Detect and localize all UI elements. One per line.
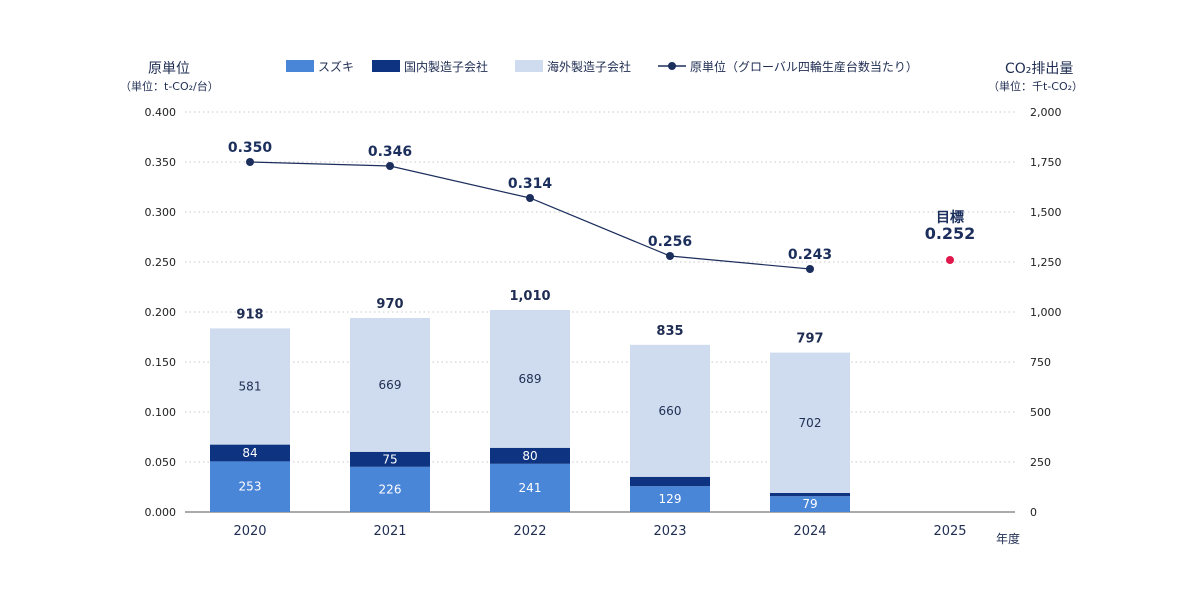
- legend-label: 国内製造子会社: [404, 59, 488, 74]
- legend: スズキ 国内製造子会社 海外製造子会社 原単位（グローバル四輪生産台数当たり）: [286, 59, 918, 74]
- line-point: [386, 162, 394, 170]
- left-tick-label: 0.150: [145, 356, 177, 369]
- bar-segment: [630, 344, 710, 477]
- bar-total-label: 918: [236, 307, 263, 322]
- right-tick-label: 1,750: [1030, 156, 1062, 169]
- bar-segment: [630, 476, 710, 487]
- bar-value-label: 80: [522, 449, 537, 463]
- left-tick-label: 0.350: [145, 156, 177, 169]
- bar-value-label: 75: [382, 452, 397, 466]
- legend-line-marker: [668, 62, 676, 70]
- left-axis-unit: （単位：t-CO₂/台）: [120, 79, 219, 93]
- left-tick-label: 0.100: [145, 406, 177, 419]
- line-point: [666, 252, 674, 260]
- right-tick-label: 750: [1030, 356, 1051, 369]
- line-point: [526, 194, 534, 202]
- left-tick-label: 0.050: [145, 456, 177, 469]
- legend-swatch: [515, 60, 543, 72]
- left-tick-label: 0.000: [145, 506, 177, 519]
- line-value-label: 0.350: [228, 140, 273, 156]
- right-tick-label: 0: [1030, 506, 1037, 519]
- bar-segment: [210, 328, 290, 445]
- right-tick-label: 1,250: [1030, 256, 1062, 269]
- bar-segment: [350, 466, 430, 512]
- bar-value-label: 226: [379, 482, 402, 496]
- bar-value-label: 660: [659, 404, 682, 418]
- bar-value-label: 689: [519, 372, 542, 386]
- bars: 2538458191822675669970241806891,01012947…: [210, 289, 850, 512]
- right-tick-label: 250: [1030, 456, 1051, 469]
- bar-value-label: 702: [799, 416, 822, 430]
- bar-segment: [770, 493, 850, 497]
- target-label: 目標: [936, 209, 964, 226]
- left-tick-label: 0.300: [145, 206, 177, 219]
- x-tick-label: 2022: [513, 524, 546, 539]
- bar-segment: [490, 310, 570, 448]
- target-value-label: 0.252: [925, 224, 976, 243]
- left-tick-label: 0.250: [145, 256, 177, 269]
- bar-segment: [350, 451, 430, 467]
- left-tick-label: 0.200: [145, 306, 177, 319]
- line-value-label: 0.314: [508, 176, 553, 192]
- line-point: [806, 265, 814, 273]
- right-tick-label: 1,000: [1030, 306, 1062, 319]
- intensity-line: 0.350 0.346 0.314 0.256 0.243: [228, 140, 832, 273]
- left-axis-title: 原単位: [148, 61, 190, 77]
- bar-segment: [210, 461, 290, 512]
- line-value-label: 0.256: [648, 234, 692, 250]
- x-tick-label: 2024: [793, 524, 826, 539]
- legend-label: 海外製造子会社: [547, 59, 631, 74]
- axes: 原単位 （単位：t-CO₂/台） CO₂排出量 （単位：千t-CO₂） 年度: [120, 61, 1083, 546]
- right-tick-label: 1,500: [1030, 206, 1062, 219]
- legend-label: 原単位（グローバル四輪生産台数当たり）: [690, 59, 918, 74]
- bar-value-label: 79: [802, 497, 817, 511]
- x-tick-label: 2025: [933, 524, 966, 539]
- bar-total-label: 1,010: [509, 289, 550, 304]
- bar-value-label: 669: [379, 378, 402, 392]
- bar-value-label: 84: [242, 446, 257, 460]
- x-tick-label: 2023: [653, 524, 686, 539]
- x-tick-label: 2021: [373, 524, 406, 539]
- x-tick-label: 2020: [233, 524, 266, 539]
- bar-total-label: 970: [376, 297, 403, 312]
- bar-segment: [770, 352, 850, 493]
- legend-swatch: [372, 60, 400, 72]
- line-value-label: 0.346: [368, 144, 412, 160]
- bar-segment: [490, 463, 570, 512]
- bar-segment: [490, 447, 570, 464]
- left-tick-label: 0.400: [145, 106, 177, 119]
- bar-segment: [770, 496, 850, 512]
- right-tick-label: 500: [1030, 406, 1051, 419]
- right-axis-title: CO₂排出量: [1005, 61, 1073, 77]
- bar-value-label: 253: [239, 480, 262, 494]
- bar-total-label: 797: [796, 332, 823, 347]
- line-point: [246, 158, 254, 166]
- legend-label: スズキ: [318, 59, 354, 74]
- bar-value-label: 241: [519, 481, 542, 495]
- grid-lines: 0.000 0 0.050 250 0.100 500 0.150 750 0.200 1,000…: [145, 106, 1062, 539]
- target-point: [946, 256, 954, 264]
- legend-swatch: [286, 60, 314, 72]
- bar-value-label: 581: [239, 380, 262, 394]
- bar-segment: [210, 444, 290, 462]
- bar-segment: [630, 486, 710, 512]
- line-value-label: 0.243: [788, 247, 832, 263]
- bar-value-label: 129: [659, 492, 682, 506]
- bar-total-label: 835: [656, 324, 683, 339]
- x-axis-title: 年度: [996, 531, 1020, 546]
- right-axis-unit: （単位：千t-CO₂）: [988, 79, 1083, 93]
- right-tick-label: 2,000: [1030, 106, 1062, 119]
- bar-segment: [350, 318, 430, 452]
